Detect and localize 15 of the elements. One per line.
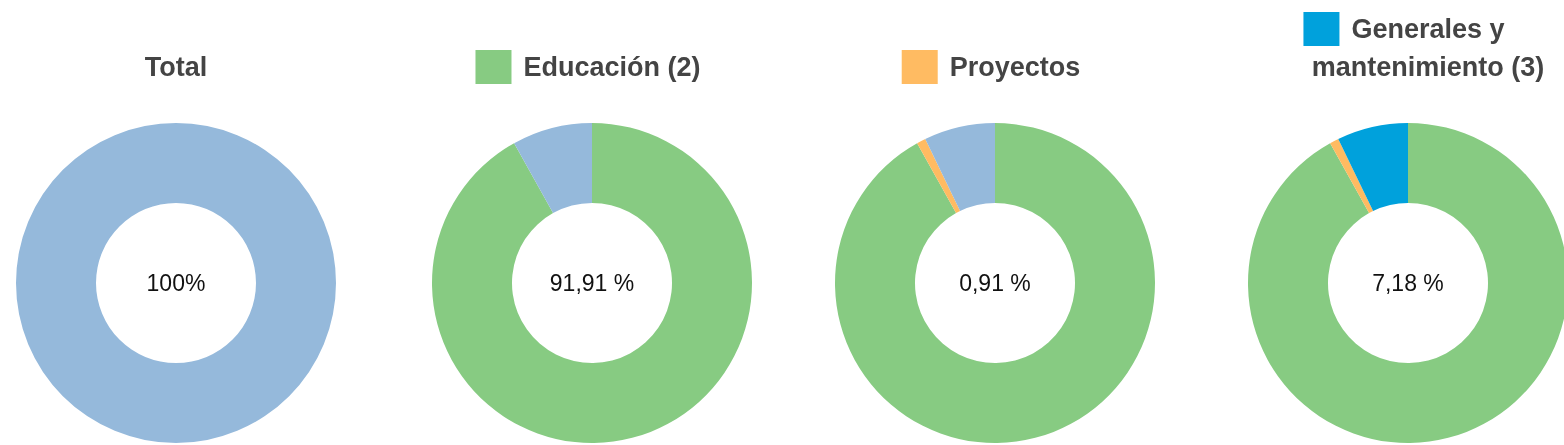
legend-label: Generales y mantenimiento (3) [1311, 14, 1545, 82]
donut-slice [1338, 123, 1408, 211]
text: 91,91 % [549, 270, 635, 296]
donut-slice [432, 123, 752, 443]
donut-slice [925, 123, 995, 211]
donut-slice [514, 123, 592, 214]
text: 7,18 % [1372, 270, 1444, 296]
donut-slice [1330, 139, 1374, 214]
chart-title: Total [144, 52, 208, 82]
legend-label: Educación (2) [523, 52, 701, 82]
legend-label: Proyectos [949, 52, 1081, 82]
text: 100% [146, 270, 206, 296]
donut-slice [917, 139, 961, 214]
donut-slice [835, 123, 1155, 443]
text: 0,91 % [959, 270, 1031, 296]
